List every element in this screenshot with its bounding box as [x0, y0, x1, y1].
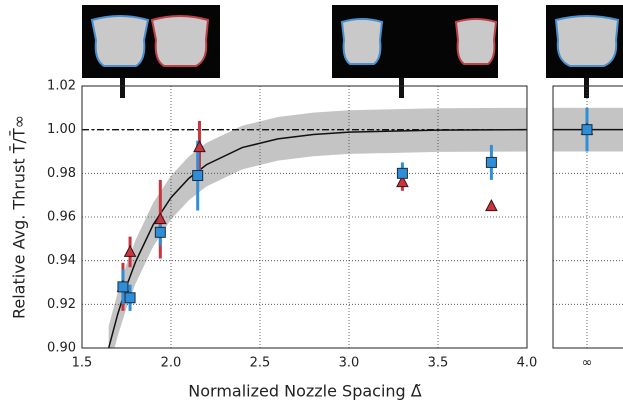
data-point	[581, 124, 593, 136]
x-tick-label: 4.0	[517, 356, 538, 371]
y-tick-label: 0.96	[47, 210, 76, 225]
data-point	[124, 292, 136, 304]
x-tick-label: 2.0	[161, 356, 182, 371]
x-tick-label: 1.5	[72, 356, 93, 371]
y-tick-label: 0.92	[47, 297, 76, 312]
data-point	[396, 174, 409, 188]
data-point	[154, 226, 166, 238]
data-point	[485, 156, 497, 168]
confidence-band	[108, 107, 527, 348]
data-point	[396, 167, 408, 179]
data-point	[193, 140, 206, 153]
x-axis-label: Normalized Nozzle Spacing Δ̃	[188, 382, 421, 401]
y-tick-label: 1.02	[47, 79, 76, 94]
data-point	[123, 244, 137, 257]
data-point	[117, 281, 129, 293]
y-axis-label: Relative Avg. Thrust T̄/T̄∞	[10, 115, 29, 319]
y-tick-label: 0.90	[47, 341, 76, 356]
y-tick-label: 1.00	[47, 122, 76, 137]
photos	[82, 5, 623, 98]
data-point	[485, 199, 498, 212]
y-tick-label: 0.98	[47, 166, 76, 181]
y-tick-label: 0.94	[47, 253, 76, 268]
plot-frame	[552, 85, 623, 349]
plot-frame	[81, 85, 528, 349]
x-tick-label: 3.0	[339, 356, 360, 371]
x-tick-label: ∞	[582, 356, 593, 371]
fit-curve	[107, 128, 527, 348]
data-point	[192, 170, 204, 182]
data-point	[153, 212, 167, 225]
x-tick-label: 3.5	[428, 356, 449, 371]
x-tick-label: 2.5	[250, 356, 271, 371]
